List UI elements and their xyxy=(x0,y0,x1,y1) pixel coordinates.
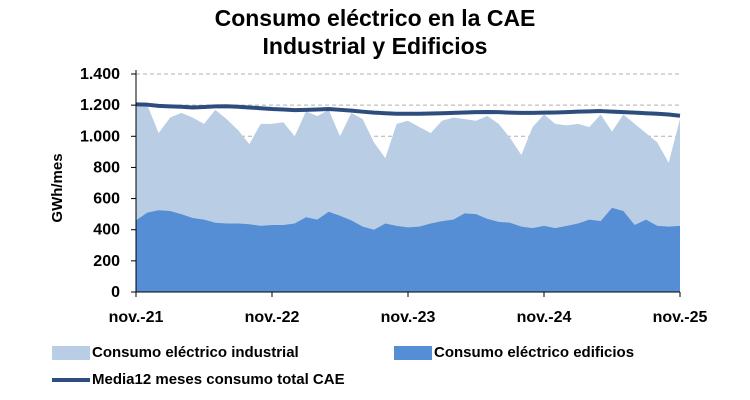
x-tick-label: nov.-23 xyxy=(381,309,436,326)
y-tick-label: 600 xyxy=(93,191,120,208)
legend-swatch-media xyxy=(52,377,90,382)
chart-title-line-2: Industrial y Edificios xyxy=(262,33,488,59)
legend-label-media: Media12 meses consumo total CAE xyxy=(92,371,345,388)
tick-labels: 0 200 400 600 800 1.000 1.200 1.400 nov.-21 nov.-… xyxy=(80,66,708,326)
y-tick-label: 1.200 xyxy=(80,97,120,114)
chart-title-line-1: Consumo eléctrico en la CAE xyxy=(214,5,536,31)
y-tick-label: 200 xyxy=(93,253,120,270)
legend-label-edificios: Consumo eléctrico edificios xyxy=(434,344,635,361)
x-tick-label: nov.-22 xyxy=(245,309,300,326)
y-tick-label: 1.400 xyxy=(80,66,120,83)
y-tick-label: 800 xyxy=(93,159,120,176)
area-edificios xyxy=(136,207,680,292)
legend-item-edificios: Consumo eléctrico edificios xyxy=(394,344,634,361)
legend-label-industrial: Consumo eléctrico industrial xyxy=(92,344,299,361)
x-tick-label: nov.-25 xyxy=(653,309,708,326)
y-tick-label: 0 xyxy=(111,284,120,301)
legend-item-media: Media12 meses consumo total CAE xyxy=(52,371,345,388)
chart-plot: 0 200 400 600 800 1.000 1.200 1.400 nov.-21 nov.-… xyxy=(49,66,708,326)
legend-item-industrial: Consumo eléctrico industrial xyxy=(52,344,299,361)
legend-swatch-edificios xyxy=(394,345,432,360)
chart-title: Consumo eléctrico en la CAE Industrial y… xyxy=(0,4,750,60)
y-tick-label: 400 xyxy=(93,222,120,239)
line-media12 xyxy=(135,102,681,118)
x-tick-label: nov.-24 xyxy=(517,309,572,326)
area-series xyxy=(136,105,680,293)
legend-swatch-industrial xyxy=(52,345,90,360)
line-series xyxy=(135,102,681,118)
axes xyxy=(131,70,681,297)
x-tick-label: nov.-21 xyxy=(109,309,164,326)
y-axis-title: GWh/mes xyxy=(49,153,66,222)
y-tick-label: 1.000 xyxy=(80,128,120,145)
